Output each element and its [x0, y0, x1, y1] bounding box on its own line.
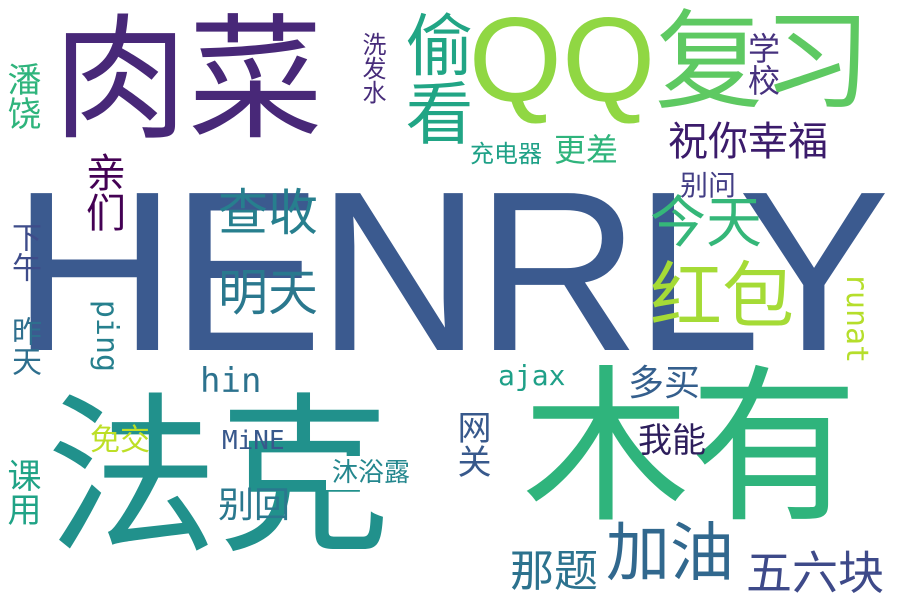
word-ping: ping: [89, 299, 124, 373]
word-henrly: HENRLY: [12, 145, 890, 399]
word-xiawu: 下午: [6, 222, 41, 282]
word-woneng: 我能: [638, 421, 706, 461]
word-keyong: 课用: [1, 458, 41, 526]
word-chashou: 查收: [218, 184, 318, 242]
word-muyulu: 沐浴露: [326, 456, 417, 490]
word-mingtian: 明天: [218, 264, 318, 322]
word-qinmen: 亲们: [79, 152, 125, 232]
word-runat: runat: [839, 272, 874, 364]
word-hongbao: 红包: [650, 254, 795, 338]
word-zhunixingfu: 祝你幸福: [668, 119, 828, 165]
word-fuxi: 复习: [654, 0, 872, 125]
word-xuexiao: 学校: [743, 32, 781, 96]
word-nati: 那题: [510, 546, 598, 597]
word-jiayou: 加油: [606, 517, 734, 591]
word-wuliukuai: 五六块: [746, 546, 884, 600]
word-panrao: 潘饶: [1, 62, 41, 130]
word-biewen: 别问: [680, 169, 737, 202]
word-xifashui: 洗发水: [358, 32, 386, 104]
word-duomai: 多买: [628, 363, 701, 404]
word-toukan: 偷看: [393, 10, 472, 146]
word-biehui: 别回: [218, 485, 291, 526]
word-mianjiao: 免交: [90, 423, 150, 458]
word-roucai: 肉菜: [53, 1, 323, 159]
word-qq: QQ: [468, 0, 656, 127]
word-wangguan: 网关: [451, 410, 491, 478]
word-hin: hin: [200, 361, 262, 401]
word-zuotian: 昨天: [6, 316, 41, 376]
word-jintian: 今天: [650, 191, 762, 256]
word-chongdianqi: 充电器: [470, 140, 542, 168]
word-muyou: 木有: [522, 350, 858, 546]
word-mine: MiNE: [222, 426, 285, 456]
word-ajax: ajax: [498, 359, 566, 392]
word-gengcha: 更差: [554, 131, 619, 169]
